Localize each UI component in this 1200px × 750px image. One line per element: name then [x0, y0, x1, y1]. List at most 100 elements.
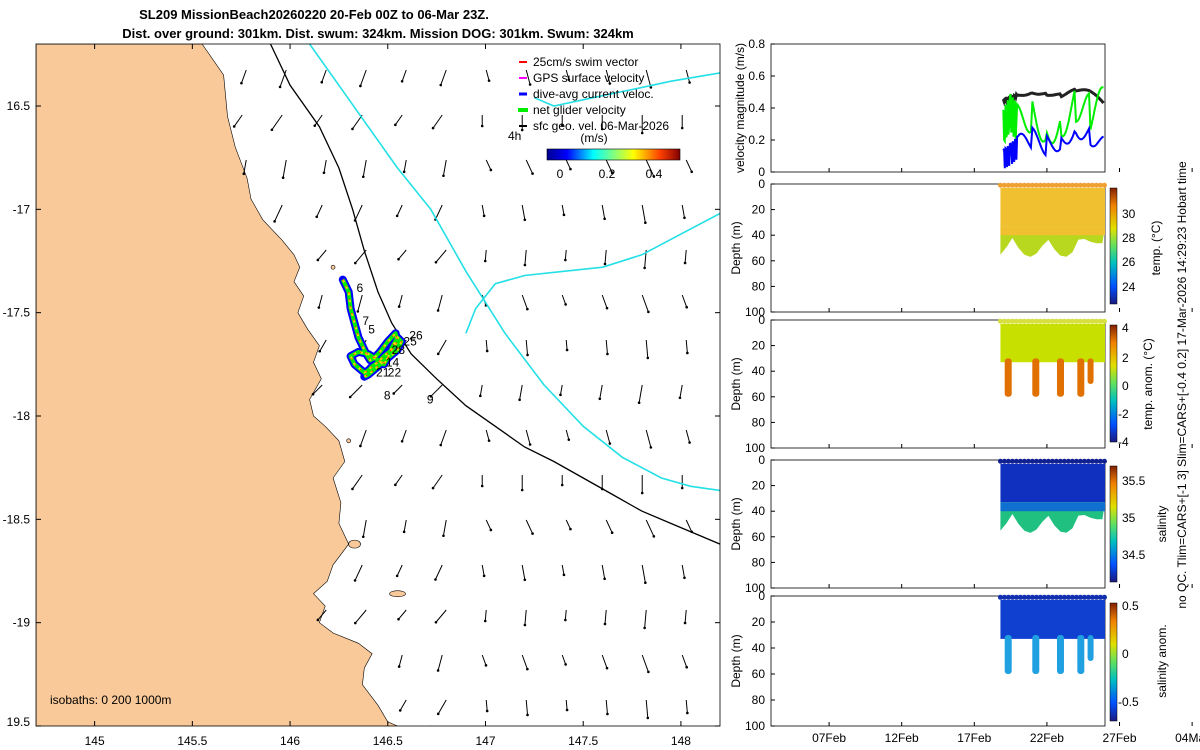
vector-arrow-head [436, 352, 440, 356]
vector-arrow-head [487, 79, 491, 82]
map-ytick-label: 16.5 [7, 99, 31, 113]
vector-arrow-head [318, 349, 322, 353]
map-colorbar-tick-1: 0.2 [599, 167, 616, 181]
vector-arrow-head [278, 85, 282, 89]
velocity-axes [770, 43, 1106, 173]
vector-arrow-head [683, 216, 686, 220]
velocity-ytick-label: 0.6 [748, 69, 765, 83]
vector-arrow [645, 69, 652, 88]
vector-arrow-head [313, 124, 317, 127]
vector-arrow-head [526, 307, 529, 311]
profile-surface-point [1005, 594, 1011, 600]
profile-ytick-label: 40 [752, 504, 766, 518]
vector-arrow [601, 564, 606, 579]
vector-arrow [403, 159, 407, 172]
vector-arrow [485, 429, 490, 441]
day-label-7: 7 [362, 314, 369, 328]
vector-arrow [318, 294, 323, 308]
vector-arrow [398, 249, 407, 260]
vector-arrow [349, 384, 363, 398]
vector-arrow [645, 429, 652, 448]
salanom-cbar-tick-m05: -0.5 [1118, 695, 1139, 709]
vector-arrow-head [564, 258, 567, 262]
map-ytick-label: 19.5 [7, 715, 31, 729]
vector-arrow [525, 69, 531, 85]
profile-ytick-label: 20 [752, 479, 766, 493]
profile-surface-point [1053, 594, 1059, 600]
profile-surface-point [1049, 594, 1055, 600]
day-label-14: 14 [386, 355, 400, 369]
sal-panel: Depth (m) 35.5 35 34.5 salinity [729, 458, 1169, 589]
vector-arrow [437, 699, 447, 715]
day-label-21: 21 [376, 366, 390, 380]
vector-arrow-head [317, 306, 321, 309]
profile-surface-point [1033, 458, 1039, 464]
vector-arrow-head [395, 214, 399, 218]
profile-surface-point [1089, 182, 1095, 188]
vector-arrow [524, 609, 527, 625]
profile-surface-point [1065, 318, 1071, 324]
vector-arrow [684, 249, 687, 263]
vector-arrow-head [394, 483, 397, 487]
vector-arrow-head [480, 124, 484, 128]
map-ytick-label: -18.5 [3, 512, 31, 526]
vector-arrow-head [608, 82, 612, 85]
vector-arrow [481, 564, 485, 576]
profile-dive-column [1004, 635, 1012, 674]
vector-arrow [442, 159, 447, 176]
vector-arrow [354, 609, 367, 624]
vector-arrow-head [281, 176, 285, 180]
date-tick-label: 22Feb [1030, 731, 1064, 745]
profile-surface-point [1069, 318, 1075, 324]
vector-arrow-head [688, 441, 691, 444]
vector-arrow [641, 654, 649, 673]
profile-surface-point [1077, 182, 1083, 188]
vector-arrow [561, 654, 567, 665]
map-xtick-label: 148 [671, 734, 691, 748]
profile-surface-point [1085, 182, 1091, 188]
profile-surface-point [1017, 182, 1023, 188]
vector-arrow [398, 609, 407, 620]
tempanom-cbar-tick-2: 2 [1122, 351, 1129, 365]
profile-surface-point [1097, 182, 1103, 188]
vector-arrow-head [685, 305, 688, 309]
profile-surface-point [1069, 458, 1075, 464]
profile-surface-point [1089, 318, 1095, 324]
profile-surface-point [1077, 318, 1083, 324]
salanom-panel: Depth (m) 0.5 0 -0.5 salinity anom. [729, 594, 1169, 727]
vector-arrow [393, 384, 403, 394]
map-ticks: 145 145.5 146 146.5 147 147.5 14816.5-17-17.5-… [3, 44, 720, 748]
salanom-cbar-tick-0: 0 [1122, 647, 1129, 661]
vector-arrow-head [356, 310, 360, 313]
profile-ytick-label: 40 [752, 228, 766, 242]
profile-surface-point [1009, 594, 1015, 600]
map-colorbar-tick-2: 0.4 [646, 167, 663, 181]
vector-arrow-head [242, 172, 246, 176]
map-xtick-label: 145.5 [177, 734, 207, 748]
vector-arrow [645, 519, 655, 537]
vector-arrow-head [610, 531, 614, 534]
vector-arrow [398, 294, 403, 307]
vector-arrow-head [311, 392, 315, 396]
vector-arrow [442, 519, 447, 536]
title-line1: SL209 MissionBeach20260220 20-Feb 00Z to… [139, 7, 489, 22]
profile-surface-point [1049, 458, 1055, 464]
profile-dive-column [1032, 635, 1040, 674]
vector-arrow [312, 384, 323, 395]
profile-surface-point [1077, 458, 1083, 464]
vector-arrow-head [690, 170, 694, 174]
vector-arrow-head [520, 128, 524, 132]
vector-arrow-head [400, 79, 404, 83]
vector-arrow [565, 429, 570, 440]
vector-arrow-head [523, 218, 527, 222]
vector-arrow-head [564, 663, 567, 666]
velocity-panel: 0 0.2 0.4 0.6 0.8 velocity magnitude (m/s) [733, 37, 1106, 179]
vector-arrow-head [436, 712, 440, 716]
profile-dive-column [1087, 358, 1094, 384]
vector-arrow-head [359, 444, 362, 448]
profile-surface-point [1009, 318, 1015, 324]
vector-arrow [394, 114, 403, 126]
vector-arrow-head [559, 393, 562, 397]
sal-ylabel: Depth (m) [729, 497, 743, 550]
profile-surface-point [1005, 182, 1011, 188]
